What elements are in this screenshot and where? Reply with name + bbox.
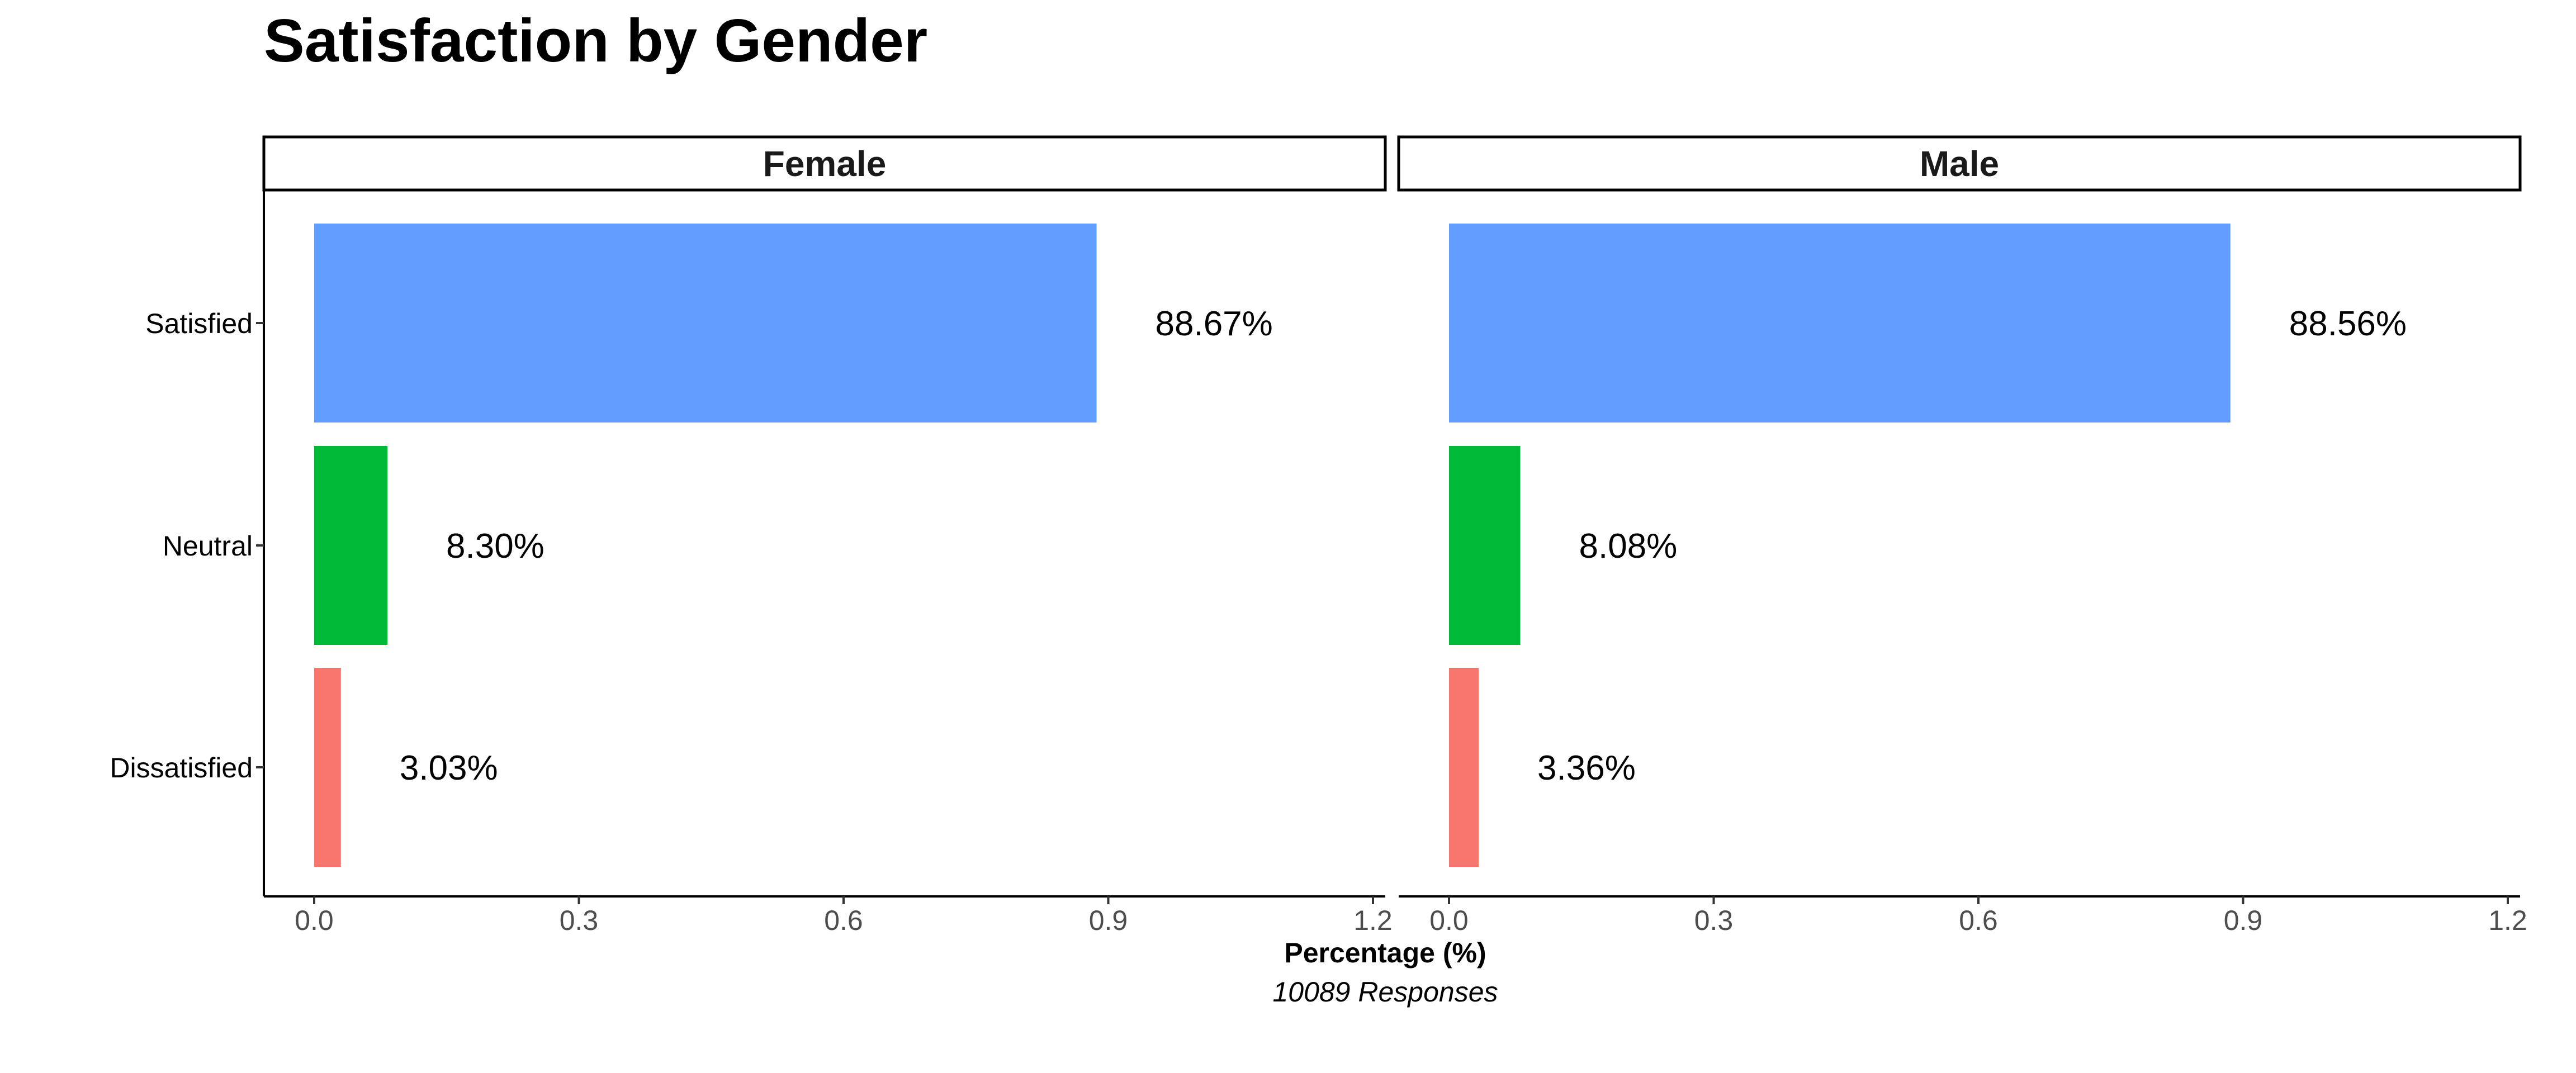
- facet-strip: [1397, 135, 2522, 192]
- x-tick-label: 0.3: [1694, 905, 1734, 936]
- y-tick-label-satisfied: Satisfied: [145, 308, 253, 339]
- facet-strip-label: Female: [763, 144, 887, 184]
- x-tick-label: 0.0: [295, 905, 334, 936]
- facet-strip-label: Male: [1920, 144, 1999, 184]
- panel-female: Female 88.67% 8.30% 3.03% 0.0 0.3 0.6 0.9 1.2 Sat…: [110, 135, 1393, 936]
- data-label-neutral: 8.30%: [446, 527, 544, 566]
- bar-satisfied: [1449, 224, 2231, 422]
- facet-panels: Female 88.67% 8.30% 3.03% 0.0 0.3 0.6 0.9 1.2 Sat…: [110, 135, 2527, 936]
- panel-male: Male 88.56% 8.08% 3.36% 0.0 0.3 0.6 0.9 1.2: [1397, 135, 2527, 936]
- bar-dissatisfied: [314, 668, 341, 867]
- data-label-dissatisfied: 3.36%: [1537, 749, 1636, 787]
- y-tick-label-dissatisfied: Dissatisfied: [110, 752, 253, 784]
- x-tick-label: 0.9: [1089, 905, 1128, 936]
- bar-dissatisfied: [1449, 668, 1479, 867]
- x-axis-label: Percentage (%): [1284, 937, 1486, 968]
- x-tick-label: 0.3: [560, 905, 599, 936]
- facet-strip: [262, 135, 1387, 192]
- x-tick-label: 0.6: [824, 905, 863, 936]
- bar-satisfied: [314, 224, 1097, 422]
- bar-neutral: [1449, 446, 1521, 645]
- data-label-satisfied: 88.56%: [2289, 305, 2407, 343]
- x-tick-label: 1.2: [1353, 905, 1393, 936]
- x-tick-label: 0.9: [2224, 905, 2263, 936]
- bar-neutral: [314, 446, 388, 645]
- y-tick-label-neutral: Neutral: [163, 530, 253, 562]
- data-label-neutral: 8.08%: [1579, 527, 1678, 566]
- x-tick-label: 0.0: [1429, 905, 1469, 936]
- caption: 10089 Responses: [1272, 976, 1498, 1008]
- chart-title: Satisfaction by Gender: [264, 7, 927, 75]
- x-tick-label: 0.6: [1959, 905, 1998, 936]
- data-label-dissatisfied: 3.03%: [400, 749, 498, 787]
- data-label-satisfied: 88.67%: [1156, 305, 1273, 343]
- x-tick-label: 1.2: [2488, 905, 2527, 936]
